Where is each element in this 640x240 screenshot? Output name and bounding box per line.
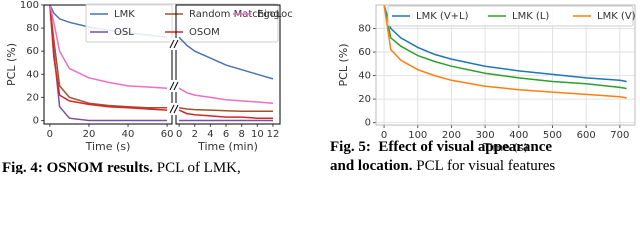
x-tick-label: 0 <box>47 129 53 140</box>
caption-title: and location. <box>330 158 413 174</box>
y-tick-label: 60 <box>358 47 371 58</box>
series-line <box>178 109 273 119</box>
y-axis-label: PCL (%) <box>5 43 18 86</box>
y-axis-label: PCL (%) <box>337 44 350 87</box>
y-tick-label: 60 <box>26 46 39 57</box>
x-tick-label: 500 <box>543 130 562 141</box>
page: 0 20 40 60 80 100 0 20 40 60 Time (s) PCL (%) LMK OSL… <box>2 0 636 176</box>
x-axis-label: Time (s) <box>85 140 131 153</box>
y-tick-label: 0 <box>33 116 39 127</box>
y-tick-label: 80 <box>358 24 371 35</box>
legend-label: LMK (L) <box>512 11 549 22</box>
x-tick-label: 4 <box>207 129 213 140</box>
x-tick-label: 8 <box>238 129 244 140</box>
x-tick-label: 6 <box>223 129 229 140</box>
x-tick-label: 0 <box>176 129 182 140</box>
y-tick-label: 40 <box>26 69 39 80</box>
y-tick-label: 100 <box>20 0 39 11</box>
plot-frame <box>175 4 281 125</box>
legend-box <box>387 5 634 27</box>
x-axis-label: Time (s) <box>482 141 528 154</box>
legend-box <box>85 3 279 43</box>
series-line <box>383 4 627 83</box>
caption-text: PCL for visual features <box>416 158 555 174</box>
x-tick-label: 100 <box>408 130 427 141</box>
caption-title: OSNOM results. <box>47 160 154 174</box>
chart: 0 20 40 60 80 0 100 200 300 400 500 600 700 Time (s) P… <box>337 4 636 154</box>
series-line <box>49 4 168 109</box>
x-tick-label: 200 <box>442 130 461 141</box>
series-line <box>383 4 627 90</box>
x-tick-label: 600 <box>577 130 596 141</box>
legend-label: OSOM <box>189 27 220 38</box>
caption-label: Fig. 4: <box>2 160 43 174</box>
x-tick-label: 0 <box>381 130 387 141</box>
x-tick-label: 2 <box>192 129 198 140</box>
series-line <box>49 4 168 111</box>
legend-label: EgoLoc <box>257 9 293 20</box>
legend-label: LMK <box>114 9 135 20</box>
y-tick-label: 20 <box>26 92 39 103</box>
legend-label: LMK (V+L) <box>416 11 469 22</box>
x-tick-label: 60 <box>161 129 174 140</box>
x-tick-label: 400 <box>509 130 528 141</box>
y-tick-label: 80 <box>26 23 39 34</box>
y-tick-label: 20 <box>358 94 371 105</box>
series-line <box>383 4 627 99</box>
x-tick-label: 20 <box>83 129 96 140</box>
series-line <box>178 87 274 104</box>
axis-break <box>169 38 179 115</box>
x-tick-label: 300 <box>476 130 495 141</box>
caption: Fig. 4: OSNOM results. PCL of LMK, <box>2 160 241 174</box>
x-axis-label: Time (min) <box>197 140 258 153</box>
series-line <box>178 36 274 80</box>
y-tick-label: 40 <box>358 71 371 82</box>
x-tick-label: 40 <box>122 129 135 140</box>
x-tick-label: 12 <box>267 129 280 140</box>
legend-label: OSL <box>114 27 134 38</box>
y-tick-label: 0 <box>365 118 371 129</box>
series-line <box>178 107 273 113</box>
series-line <box>49 4 168 89</box>
x-tick-label: 10 <box>251 129 264 140</box>
legend-label: LMK (V) <box>597 11 636 22</box>
chart: 0 2 4 6 8 10 12 Time (min) <box>175 4 281 153</box>
caption-line: and location. PCL for visual features <box>330 158 555 174</box>
caption-text: PCL of LMK, <box>157 160 241 174</box>
x-tick-label: 700 <box>610 130 629 141</box>
caption-line: Fig. 5: Effect of visual appearance <box>330 139 552 155</box>
plot-frame <box>375 4 636 126</box>
